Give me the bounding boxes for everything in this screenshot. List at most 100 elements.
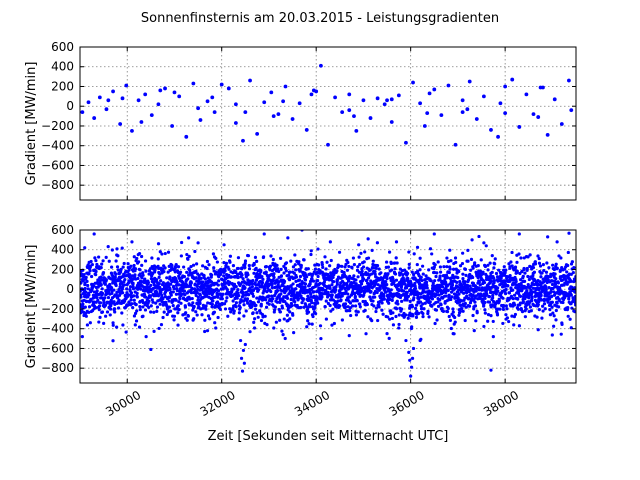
data-point <box>385 332 389 336</box>
data-point <box>340 318 344 322</box>
data-point <box>413 286 418 291</box>
data-point <box>102 298 106 302</box>
data-point <box>344 289 348 293</box>
data-point <box>510 250 514 255</box>
data-point <box>203 329 207 334</box>
data-point <box>559 332 563 336</box>
data-point <box>309 252 313 257</box>
data-point <box>254 266 258 270</box>
data-point <box>438 270 443 274</box>
data-point <box>434 274 438 279</box>
data-point <box>412 273 416 277</box>
data-point <box>293 253 297 257</box>
data-point <box>303 278 308 282</box>
data-point <box>102 321 106 325</box>
data-point <box>184 134 189 139</box>
data-point <box>236 288 240 292</box>
data-point <box>509 294 514 298</box>
data-point <box>479 258 483 262</box>
data-point <box>450 295 454 299</box>
data-point <box>176 323 180 327</box>
figure-title: Sonnenfinsternis am 20.03.2015 - Leistun… <box>141 11 499 26</box>
data-point <box>171 303 175 308</box>
data-point <box>104 107 109 112</box>
data-point <box>203 277 207 281</box>
data-point <box>190 287 194 291</box>
data-point <box>184 311 188 315</box>
data-point <box>418 268 422 272</box>
data-point <box>369 289 373 294</box>
data-point <box>543 307 547 311</box>
data-point <box>308 305 312 309</box>
data-point <box>374 266 378 270</box>
data-point <box>415 262 419 267</box>
data-point <box>110 265 114 269</box>
data-point <box>108 282 112 287</box>
data-point <box>421 272 425 276</box>
data-point <box>514 279 518 284</box>
data-point <box>533 262 538 266</box>
data-point <box>415 245 420 249</box>
data-point <box>329 309 333 313</box>
data-point <box>274 320 278 324</box>
bottom-x-axis-label: Zeit [Sekunden seit Mitternacht UTC] <box>208 429 449 444</box>
data-point <box>453 315 457 320</box>
data-point <box>451 307 455 311</box>
data-point <box>147 272 151 276</box>
data-point <box>318 281 322 285</box>
data-point <box>330 293 334 297</box>
data-point <box>373 272 377 276</box>
data-point <box>465 283 470 287</box>
data-point <box>247 263 251 268</box>
data-point <box>146 281 151 285</box>
data-point <box>203 318 207 322</box>
data-point <box>386 315 390 319</box>
data-point <box>120 311 124 315</box>
data-point <box>347 264 351 269</box>
top-y-tick-label: −800 <box>41 178 74 192</box>
data-point <box>218 307 222 311</box>
data-point <box>356 310 360 314</box>
data-point <box>96 298 100 302</box>
data-point <box>394 240 399 244</box>
data-point <box>179 301 183 305</box>
data-point <box>171 290 175 294</box>
data-point <box>211 299 215 303</box>
data-point <box>243 110 248 115</box>
data-point <box>87 305 92 309</box>
data-point <box>389 97 394 102</box>
data-point <box>474 117 479 121</box>
data-point <box>491 335 495 339</box>
data-point <box>418 256 422 260</box>
data-point <box>460 261 465 266</box>
data-point <box>483 264 488 269</box>
data-point <box>122 299 127 303</box>
data-point <box>569 293 573 297</box>
data-point <box>436 300 440 304</box>
data-point <box>259 318 264 323</box>
data-point <box>83 246 87 250</box>
data-point <box>375 290 379 295</box>
data-point <box>142 292 147 297</box>
data-point <box>469 257 474 261</box>
data-point <box>521 300 526 304</box>
data-point <box>427 91 432 96</box>
data-point <box>375 241 379 245</box>
data-point <box>371 259 375 263</box>
data-point <box>492 276 496 280</box>
data-point <box>223 307 228 311</box>
data-point <box>377 302 381 307</box>
data-point <box>267 294 271 298</box>
data-point <box>160 287 165 292</box>
data-point <box>287 273 291 277</box>
data-point <box>410 305 415 309</box>
data-point <box>435 271 439 275</box>
data-point <box>166 250 171 254</box>
data-point <box>348 309 352 313</box>
data-point <box>483 311 487 315</box>
data-point <box>479 292 483 296</box>
data-point <box>345 309 350 313</box>
data-point <box>133 323 137 327</box>
data-point <box>368 268 372 272</box>
data-point <box>408 299 412 303</box>
